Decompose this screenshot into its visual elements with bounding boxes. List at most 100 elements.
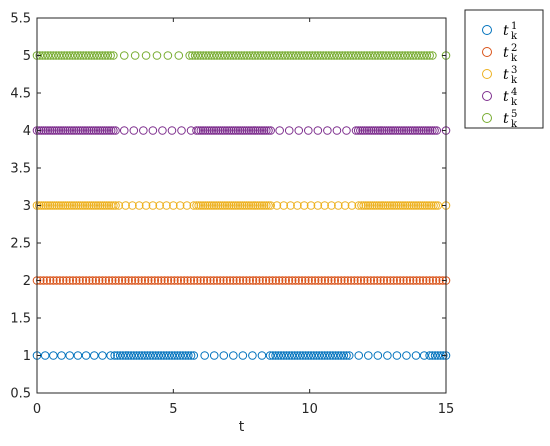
data-point (62, 51, 72, 60)
data-point (421, 126, 431, 135)
data-point (363, 201, 373, 210)
data-point (284, 126, 294, 135)
data-point (320, 201, 329, 210)
data-point (62, 276, 71, 285)
data-point (193, 276, 202, 285)
data-point (342, 126, 351, 135)
data-point (433, 201, 443, 210)
data-point (308, 51, 317, 60)
data-point (323, 351, 332, 360)
data-point (405, 201, 414, 210)
data-point (194, 126, 203, 135)
data-point (232, 276, 241, 285)
data-point (93, 201, 103, 210)
y-tick-label: 4 (23, 124, 31, 139)
data-point (137, 351, 147, 360)
data-point (147, 276, 156, 285)
data-point (207, 201, 217, 210)
data-point (384, 51, 394, 60)
data-point (104, 276, 114, 285)
data-point (321, 51, 331, 60)
data-point (67, 126, 77, 135)
y-tick-label: 5.5 (10, 12, 31, 27)
data-point (346, 51, 355, 60)
data-point (124, 276, 133, 285)
data-point (114, 201, 124, 210)
data-point (422, 201, 432, 210)
data-point (61, 126, 70, 135)
data-point (298, 351, 308, 360)
data-point (207, 51, 216, 60)
data-point (283, 51, 293, 60)
data-point (91, 276, 101, 285)
data-point (35, 276, 45, 285)
data-point (126, 351, 136, 360)
data-point (248, 126, 258, 135)
data-point (196, 276, 205, 285)
data-point (128, 201, 137, 210)
data-point (259, 126, 269, 135)
data-point (309, 351, 319, 360)
data-point (121, 351, 130, 360)
data-point (365, 201, 375, 210)
data-point (291, 51, 301, 60)
data-point (408, 126, 418, 135)
data-point (100, 201, 109, 210)
data-point (412, 276, 421, 285)
y-tick-label: 3.5 (10, 162, 31, 177)
data-point (42, 276, 52, 285)
data-point (264, 201, 273, 210)
data-point (418, 276, 428, 285)
data-point (314, 351, 324, 360)
data-point (376, 201, 386, 210)
data-point (290, 351, 299, 360)
data-point (286, 201, 295, 210)
data-point (214, 201, 223, 210)
data-point (398, 201, 408, 210)
data-point (212, 51, 222, 60)
data-point (95, 126, 105, 135)
data-point (206, 276, 215, 285)
data-point (200, 351, 209, 360)
data-point (293, 201, 302, 210)
data-point (428, 126, 437, 135)
y-tick-label: 1.5 (10, 312, 31, 327)
x-tick-label: 15 (438, 402, 455, 417)
data-point (284, 276, 294, 285)
data-point (246, 126, 256, 135)
data-point (359, 51, 369, 60)
data-point (173, 276, 182, 285)
data-point (115, 351, 125, 360)
data-point (389, 51, 399, 60)
data-point (49, 51, 58, 60)
data-point (233, 201, 243, 210)
data-point (71, 276, 81, 285)
data-point (49, 276, 58, 285)
data-point (397, 126, 407, 135)
data-point (95, 201, 105, 210)
data-point (307, 276, 317, 285)
data-point (264, 51, 274, 60)
data-point (368, 201, 377, 210)
data-point (188, 51, 197, 60)
data-point (198, 201, 208, 210)
data-point (242, 126, 251, 135)
data-point (424, 201, 434, 210)
legend-entry-1: t 1k (482, 21, 518, 42)
data-point (271, 351, 280, 360)
data-point (313, 126, 323, 135)
data-point (402, 201, 412, 210)
data-point (261, 276, 271, 285)
data-point (148, 201, 158, 210)
data-point (267, 51, 276, 60)
data-point (328, 351, 338, 360)
data-point (229, 276, 238, 285)
data-point (411, 201, 421, 210)
legend-marker (482, 91, 492, 101)
data-point (265, 351, 275, 360)
data-point (251, 276, 261, 285)
data-point (365, 51, 374, 60)
data-point (68, 276, 78, 285)
data-point (101, 276, 111, 285)
legend-label-sup: 4 (511, 87, 517, 98)
